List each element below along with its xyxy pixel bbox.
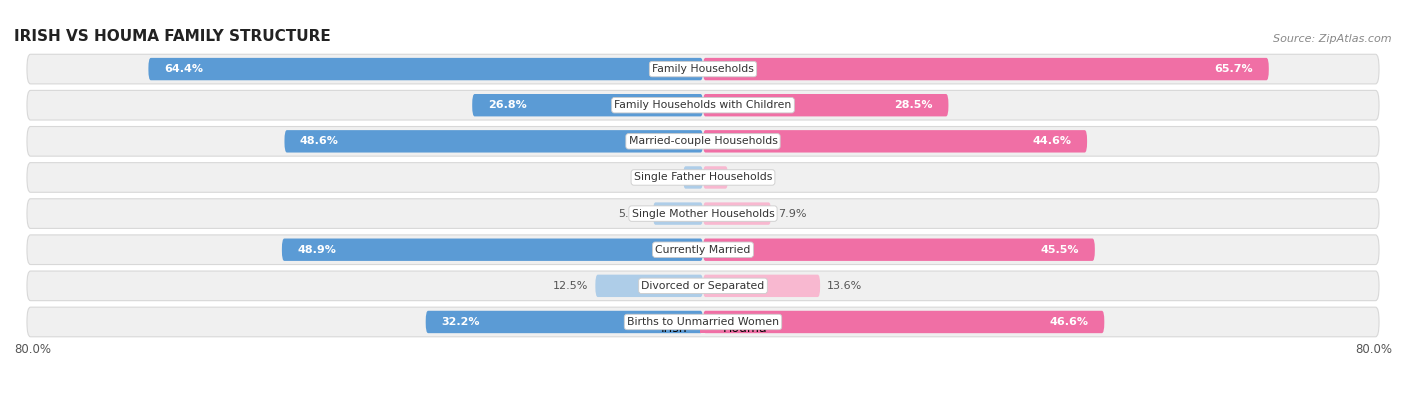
Legend: Irish, Houma: Irish, Houma	[634, 317, 772, 340]
Text: 48.9%: 48.9%	[298, 245, 336, 255]
FancyBboxPatch shape	[703, 202, 770, 225]
FancyBboxPatch shape	[284, 130, 703, 152]
Text: 2.9%: 2.9%	[735, 173, 763, 182]
FancyBboxPatch shape	[472, 94, 703, 117]
FancyBboxPatch shape	[27, 163, 1379, 192]
Text: 32.2%: 32.2%	[441, 317, 479, 327]
FancyBboxPatch shape	[149, 58, 703, 80]
FancyBboxPatch shape	[27, 54, 1379, 84]
FancyBboxPatch shape	[703, 58, 1268, 80]
Text: 2.3%: 2.3%	[648, 173, 676, 182]
FancyBboxPatch shape	[703, 239, 1095, 261]
Text: IRISH VS HOUMA FAMILY STRUCTURE: IRISH VS HOUMA FAMILY STRUCTURE	[14, 29, 330, 44]
Text: 48.6%: 48.6%	[299, 136, 339, 146]
FancyBboxPatch shape	[683, 166, 703, 189]
FancyBboxPatch shape	[595, 275, 703, 297]
Text: 80.0%: 80.0%	[1355, 343, 1392, 356]
FancyBboxPatch shape	[27, 199, 1379, 228]
FancyBboxPatch shape	[703, 94, 949, 117]
Text: 80.0%: 80.0%	[14, 343, 51, 356]
Text: 28.5%: 28.5%	[894, 100, 934, 110]
Text: 12.5%: 12.5%	[553, 281, 589, 291]
FancyBboxPatch shape	[703, 275, 820, 297]
Text: Family Households: Family Households	[652, 64, 754, 74]
Text: 26.8%: 26.8%	[488, 100, 526, 110]
Text: 45.5%: 45.5%	[1040, 245, 1080, 255]
FancyBboxPatch shape	[27, 235, 1379, 265]
FancyBboxPatch shape	[27, 90, 1379, 120]
FancyBboxPatch shape	[703, 130, 1087, 152]
Text: 7.9%: 7.9%	[778, 209, 807, 218]
Text: Family Households with Children: Family Households with Children	[614, 100, 792, 110]
Text: 5.8%: 5.8%	[617, 209, 647, 218]
Text: Married-couple Households: Married-couple Households	[628, 136, 778, 146]
FancyBboxPatch shape	[652, 202, 703, 225]
FancyBboxPatch shape	[426, 311, 703, 333]
Text: Births to Unmarried Women: Births to Unmarried Women	[627, 317, 779, 327]
Text: Single Father Households: Single Father Households	[634, 173, 772, 182]
FancyBboxPatch shape	[703, 166, 728, 189]
FancyBboxPatch shape	[27, 126, 1379, 156]
Text: 13.6%: 13.6%	[827, 281, 862, 291]
Text: 64.4%: 64.4%	[165, 64, 202, 74]
FancyBboxPatch shape	[27, 271, 1379, 301]
Text: 65.7%: 65.7%	[1215, 64, 1253, 74]
Text: 44.6%: 44.6%	[1032, 136, 1071, 146]
FancyBboxPatch shape	[703, 311, 1104, 333]
Text: 46.6%: 46.6%	[1050, 317, 1088, 327]
Text: Source: ZipAtlas.com: Source: ZipAtlas.com	[1274, 34, 1392, 44]
Text: Single Mother Households: Single Mother Households	[631, 209, 775, 218]
FancyBboxPatch shape	[27, 307, 1379, 337]
FancyBboxPatch shape	[281, 239, 703, 261]
Text: Currently Married: Currently Married	[655, 245, 751, 255]
Text: Divorced or Separated: Divorced or Separated	[641, 281, 765, 291]
